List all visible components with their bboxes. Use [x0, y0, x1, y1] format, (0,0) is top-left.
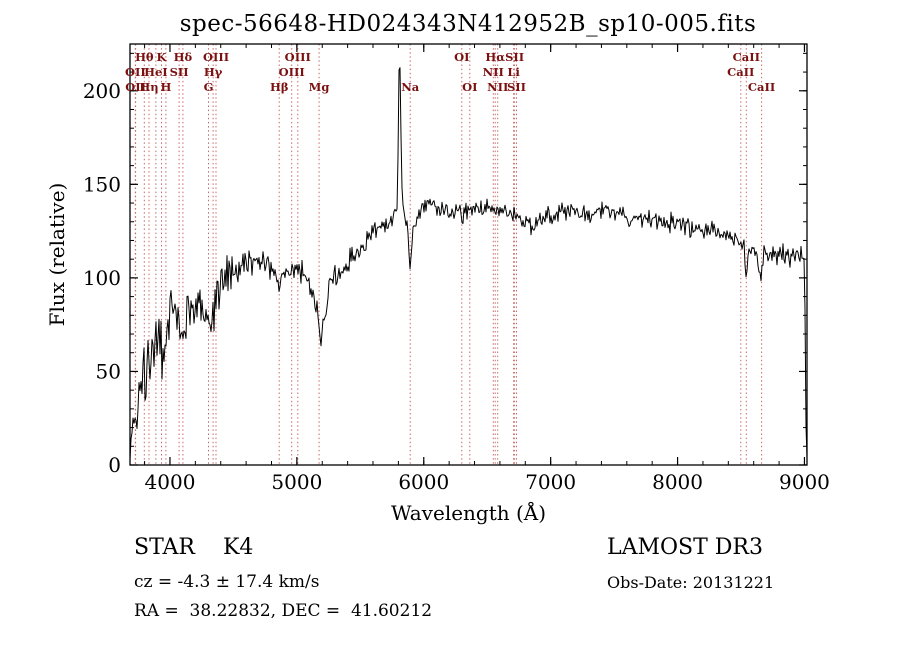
- spectral-line-label-hei: HeI: [144, 65, 168, 79]
- spectral-line-label-sii: SII: [505, 50, 524, 64]
- plot-frame: [129, 43, 808, 466]
- spectral-line-label-caii: CaII: [748, 80, 775, 94]
- spectral-line-label-li: Li: [507, 65, 520, 79]
- object-class-label: STAR K4: [134, 535, 254, 560]
- spectrum-plot: 4000 5000 6000 7000 8000 9000 0 50 100 150 200 Wave…: [45, 43, 830, 525]
- spectral-line-label-g: G: [204, 80, 214, 94]
- spectral-line-label-sii: SII: [170, 65, 189, 79]
- spectral-line-label-oiii: OIII: [285, 50, 311, 64]
- spectral-line-label-sii: SII: [507, 80, 526, 94]
- survey-label: LAMOST DR3: [607, 535, 763, 560]
- x-axis-label: Wavelength (Å): [391, 500, 546, 525]
- spectral-line-label-k: K: [156, 50, 167, 64]
- y-tick-label: 0: [108, 453, 121, 477]
- y-tick-label: 100: [83, 266, 121, 290]
- x-tick-label: 4000: [145, 470, 196, 494]
- spectral-line-label-hη: Hη: [139, 80, 158, 94]
- spectral-line-label-oi: OI: [454, 50, 469, 64]
- cz-value: cz = -4.3 ± 17.4 km/s: [134, 572, 320, 592]
- x-tick-label: 6000: [398, 470, 449, 494]
- spectral-line-label-hα: Hα: [485, 50, 505, 64]
- y-tick-label: 150: [83, 172, 121, 196]
- spectral-line-label-hθ: Hθ: [135, 50, 154, 64]
- spectral-line-label-hβ: Hβ: [270, 80, 289, 94]
- spectral-line-label-oii: OII: [125, 65, 146, 79]
- spectral-line-label-caii: CaII: [733, 50, 760, 64]
- spectral-line-label-oiii: OIII: [203, 50, 229, 64]
- x-tick-label: 8000: [652, 470, 703, 494]
- spectral-line-label-hγ: Hγ: [204, 65, 223, 79]
- x-tick-label: 7000: [525, 470, 576, 494]
- spectral-line-label-oii: OII: [125, 80, 146, 94]
- spectral-line-label-oi: OI: [462, 80, 477, 94]
- spectrum-path: [129, 67, 808, 460]
- y-axis-label: Flux (relative): [45, 183, 69, 327]
- x-tick-label: 5000: [271, 470, 322, 494]
- spectral-line-label-hδ: Hδ: [174, 50, 193, 64]
- ra-dec-coordinates: RA = 38.22832, DEC = 41.60212: [134, 601, 433, 621]
- spectral-line-label-caii: CaII: [727, 65, 754, 79]
- spectral-line-label-na: Na: [401, 80, 420, 94]
- y-tick-label: 50: [96, 359, 121, 383]
- y-tick-label: 200: [83, 79, 121, 103]
- x-tick-label: 9000: [779, 470, 830, 494]
- spectral-line-label-h: H: [160, 80, 171, 94]
- spectral-line-label-oiii: OIII: [279, 65, 305, 79]
- spectral-line-label-mg: Mg: [309, 80, 330, 94]
- obs-date: Obs-Date: 20131221: [607, 573, 775, 592]
- spectral-line-label-nii: NII: [483, 65, 504, 79]
- spectral-line-label-nii: NII: [487, 80, 508, 94]
- plot-title: spec-56648-HD024343N412952B_sp10-005.fit…: [179, 11, 757, 37]
